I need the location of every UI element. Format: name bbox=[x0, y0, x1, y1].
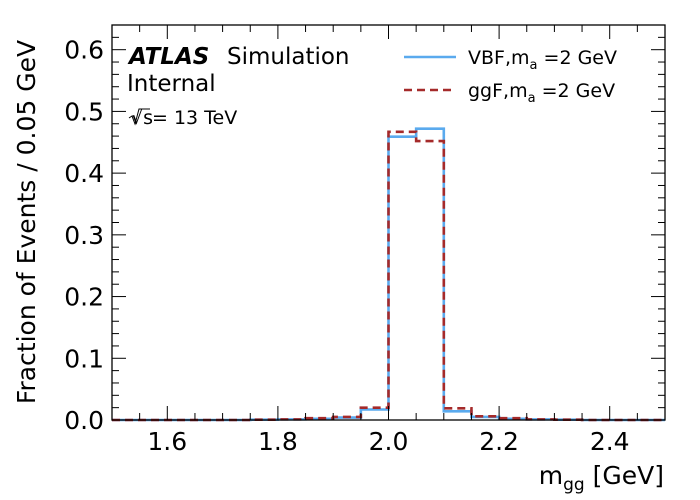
x-axis-label-sub: gg bbox=[563, 475, 585, 495]
y-tick-label: 0.6 bbox=[64, 36, 104, 65]
y-tick-label: 0.0 bbox=[64, 406, 104, 435]
x-tick-label: 1.8 bbox=[258, 427, 298, 456]
series-line-1 bbox=[112, 130, 665, 422]
legend-entry-ggf: ggF,ma =2 GeV bbox=[404, 80, 615, 106]
y-tick-label: 0.5 bbox=[64, 97, 104, 126]
plot-frame bbox=[111, 24, 666, 421]
energy-label: √s = 13 TeV bbox=[128, 107, 237, 129]
x-axis-label-unit: [GeV] bbox=[585, 461, 664, 490]
energy-value-label: = 13 TeV bbox=[152, 107, 237, 129]
x-tick-label: 2.2 bbox=[479, 427, 519, 456]
y-tick-label: 0.3 bbox=[64, 221, 104, 250]
legend: VBF,ma =2 GeV ggF,ma =2 GeV bbox=[404, 47, 617, 106]
sqrt-s-label: √s bbox=[131, 107, 153, 129]
x-tick-label: 1.6 bbox=[147, 427, 187, 456]
x-tick-label: 2.4 bbox=[590, 427, 630, 456]
legend-label-vbf: VBF,ma =2 GeV bbox=[468, 47, 617, 73]
y-tick-label: 0.1 bbox=[64, 344, 104, 373]
atlas-label: ATLAS bbox=[127, 44, 209, 70]
histogram-lines bbox=[112, 127, 665, 422]
y-tick-label: 0.4 bbox=[64, 159, 104, 188]
x-tick-label: 2.0 bbox=[369, 427, 409, 456]
simulation-label: Simulation bbox=[227, 44, 350, 70]
x-axis-label-main: m bbox=[539, 461, 563, 490]
x-axis-label: mgg [GeV] bbox=[539, 461, 664, 495]
legend-label-ggf: ggF,ma =2 GeV bbox=[468, 80, 615, 106]
y-axis-label: Fraction of Events / 0.05 GeV bbox=[12, 40, 41, 404]
axis-ticks: 1.6 1.8 2.0 2.2 2.4 0.0 0.1 0.2 0.3 0.4 0.5 0.6 bbox=[64, 24, 666, 456]
internal-label: Internal bbox=[127, 71, 216, 97]
y-tick-label: 0.2 bbox=[64, 283, 104, 312]
sqrt-sign bbox=[128, 108, 150, 126]
legend-entry-vbf: VBF,ma =2 GeV bbox=[404, 47, 617, 73]
